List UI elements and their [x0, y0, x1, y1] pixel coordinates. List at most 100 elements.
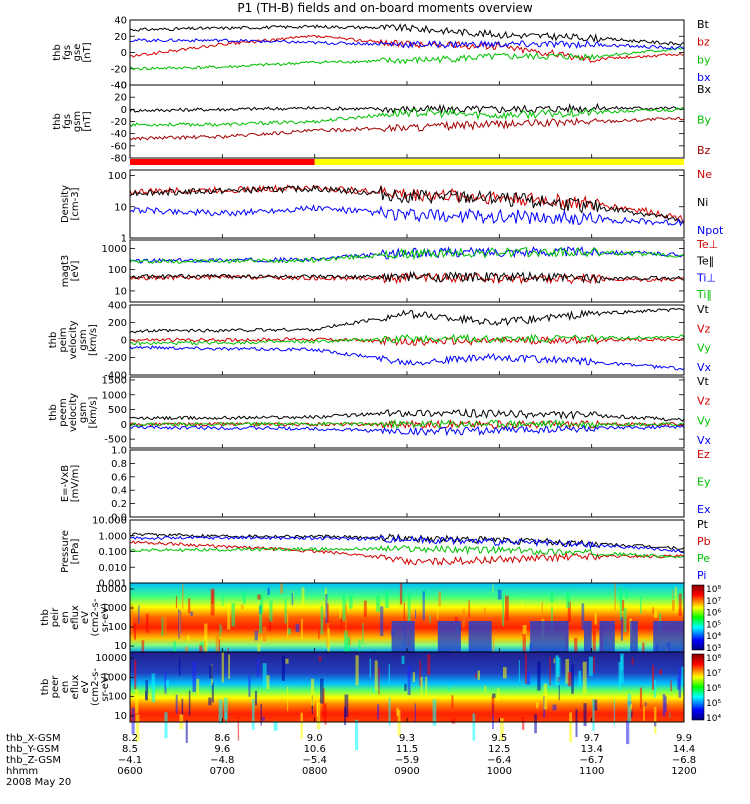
y-axis-label: E=-VxB[mV/m] — [60, 465, 81, 503]
spectrogram-streak — [228, 654, 230, 679]
panel-frame — [129, 449, 685, 518]
spectrogram-streak — [412, 672, 415, 682]
spectrogram-streak — [454, 616, 458, 624]
x-row-value: −5.9 — [395, 755, 419, 766]
series-line-Vt — [129, 307, 685, 334]
spectrogram-streak — [518, 660, 520, 683]
spectrogram-streak — [267, 587, 270, 595]
spectrogram-streak — [178, 612, 181, 636]
y-axis-label: thbpeirenefluxeV(cm2-s-sr-eV) — [40, 598, 111, 636]
spectrogram-streak — [259, 604, 263, 634]
spectrogram-streak — [218, 639, 221, 662]
figure-title: P1 (TH-B) fields and on-board moments ov… — [237, 1, 533, 15]
spectrogram-streak — [248, 676, 251, 697]
spectrogram-streak — [503, 667, 507, 679]
x-row-value: 8.6 — [214, 733, 230, 744]
spectrogram-streak — [164, 712, 168, 739]
x-row-value: 0900 — [394, 766, 419, 777]
panel-ion_velocity: 400 200 0 -200 -400 Vt Vz Vy Vx thbpeimvelocitygs… — [48, 301, 712, 382]
y-axis-label: thbpeerenefluxeV(cm2-s-sr-eV) — [40, 668, 111, 706]
spectrogram-streak — [131, 707, 135, 734]
spectrogram-streak — [374, 660, 378, 691]
spectrogram-streak — [188, 598, 191, 614]
spectrogram-streak — [192, 661, 196, 693]
spectrogram-streak — [165, 680, 169, 688]
panel-electron_velocity: 1500 1000 500 0 -500 Vt Vz Vy Vx thbpeemvelocityg… — [48, 375, 712, 449]
x-row-value: 9.0 — [307, 733, 323, 744]
y-tick-label: 100 — [108, 622, 127, 633]
spectrogram-streak — [273, 721, 278, 731]
y-tick-label: 0.001 — [98, 579, 127, 590]
legend-entry: by — [697, 53, 711, 66]
x-row-value: 13.4 — [581, 744, 603, 755]
spectrogram-streak — [492, 637, 495, 662]
spectrogram-streak — [566, 590, 571, 608]
colorbar-tick-label: 10⁷ — [706, 669, 721, 679]
spectrogram-streak — [378, 667, 380, 695]
spectrogram-streak — [492, 693, 496, 698]
spectrogram-streak — [407, 593, 411, 623]
spectrogram-streak — [620, 653, 624, 683]
spectrogram-streak — [344, 694, 349, 717]
x-row-label: thb_Z-GSM — [6, 755, 61, 766]
panel-frame — [129, 519, 685, 584]
spectrogram-streak — [414, 703, 416, 723]
spectrogram-streak — [262, 716, 265, 721]
spectrogram-streak — [553, 658, 555, 664]
spectrogram-streak — [669, 712, 671, 718]
spectrogram-streak — [622, 600, 625, 611]
legend-entry: Pi — [697, 569, 706, 582]
legend-entry: Ne — [697, 168, 712, 181]
y-tick-label: 40 — [114, 81, 127, 92]
panel-frame — [129, 304, 685, 376]
spectrogram-dropout — [437, 621, 461, 653]
spectrogram-streak — [429, 614, 431, 624]
series-line-By — [129, 107, 685, 128]
spectrogram-streak — [502, 594, 504, 626]
x-row-value: −6.4 — [487, 755, 511, 766]
y-tick-label: 20 — [114, 93, 127, 104]
panel-efield: 1.0 0.8 0.6 0.4 0.2 0.0 Ez Ey Ex E=-VxB[mV/m] — [60, 446, 711, 524]
legend-entry: Ni — [697, 196, 708, 209]
spectrogram-streak — [662, 694, 666, 717]
series-line-bz — [129, 34, 685, 63]
colorbar-tick-label: 10⁴ — [706, 714, 721, 724]
legend-entry: Vt — [697, 375, 710, 388]
spectrogram-streak — [146, 613, 149, 633]
y-tick-label: -500 — [104, 435, 127, 446]
panel-fgs_gse: 40 20 0 -20 -40 Bt bz by bx thbfgsgse[nT] — [52, 16, 711, 92]
spectrogram-streak — [320, 678, 324, 704]
y-tick-label: 0 — [121, 336, 127, 347]
spectrogram-dropout — [653, 621, 684, 653]
spectrogram-streak — [613, 699, 615, 726]
spectrogram-streak — [287, 628, 291, 635]
spectrogram-streak — [251, 698, 255, 730]
x-row-value: 0600 — [117, 766, 142, 777]
y-tick-label: -80 — [111, 154, 127, 165]
spectrogram-streak — [397, 709, 401, 736]
spectrogram-streak — [242, 591, 246, 604]
spectrogram-streak — [472, 713, 476, 741]
y-tick-label: -200 — [104, 353, 127, 364]
y-axis-label: magt3[eV] — [60, 255, 81, 288]
spectrogram-streak — [134, 660, 137, 690]
legend-entry: Te⊥ — [696, 238, 718, 251]
x-row-label: hhmm — [6, 766, 38, 777]
spectrogram-streak — [300, 712, 303, 739]
spectrogram-streak — [301, 587, 305, 609]
spectrogram-streak — [401, 655, 405, 664]
spectrogram-streak — [190, 611, 193, 616]
spectrogram-streak — [592, 699, 595, 731]
legend-entry: Vt — [697, 303, 710, 316]
spectrogram-streak — [537, 661, 541, 691]
series-line-Ti⊥ — [129, 245, 685, 264]
spectrogram-streak — [681, 666, 684, 684]
spectrogram-streak — [654, 721, 657, 727]
y-tick-label: 10 — [114, 641, 127, 652]
x-axis-annotation: thb_X-GSM 8.2 8.6 9.0 9.3 9.5 9.7 9.9 thb_Y-GSM 8… — [6, 733, 697, 788]
x-row-label: thb_Y-GSM — [6, 744, 59, 755]
series-line-Vz — [129, 418, 685, 430]
spectrogram-dropout — [630, 621, 638, 653]
series-line-bx — [129, 38, 685, 50]
panel-frame — [129, 169, 685, 239]
